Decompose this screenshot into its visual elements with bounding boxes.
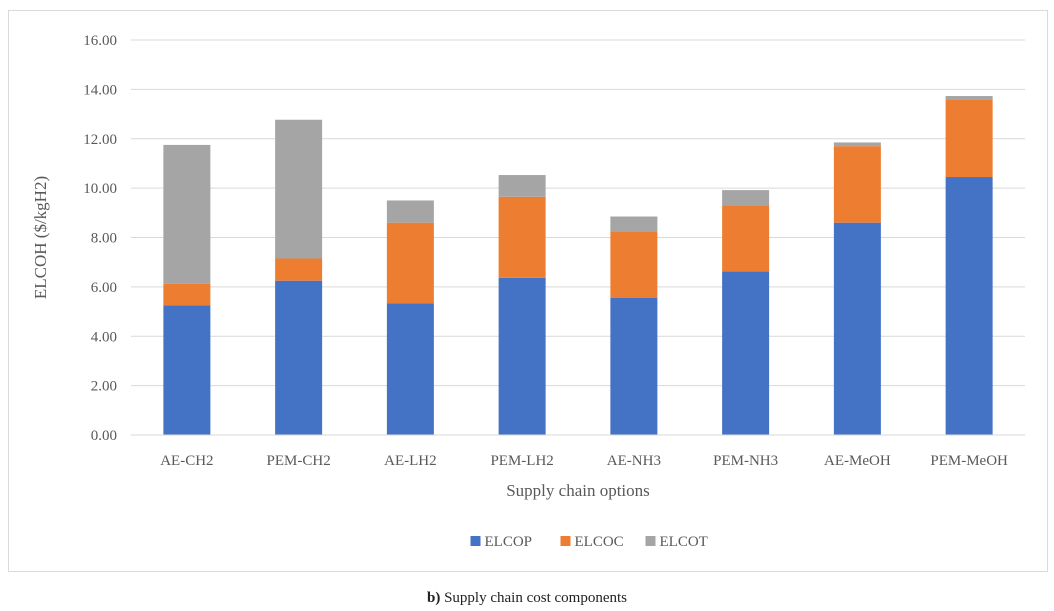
bar-elcoc-ae-nh3 — [610, 231, 658, 298]
caption-text: Supply chain cost components — [440, 590, 627, 606]
bar-elcoc-pem-nh3 — [722, 205, 770, 272]
bar-elcoc-pem-ch2 — [275, 258, 323, 281]
y-axis-title: ELCOH ($/kgH2) — [31, 176, 50, 299]
legend-label-elcop: ELCOP — [485, 534, 533, 550]
bar-elcop-pem-nh3 — [722, 271, 770, 435]
x-tick-label: AE-LH2 — [384, 453, 437, 469]
legend-label-elcot: ELCOT — [660, 534, 708, 550]
y-tick-label: 0.00 — [91, 428, 117, 444]
y-tick-label: 2.00 — [91, 379, 117, 395]
bar-elcot-pem-lh2 — [498, 175, 546, 197]
chart-frame: 0.00 2.00 4.00 6.00 8.00 10.00 12.00 14.00 16.00… — [8, 10, 1048, 572]
caption-label: b) — [427, 590, 441, 606]
bar-elcop-ae-nh3 — [610, 297, 658, 435]
legend-label-elcoc: ELCOC — [575, 534, 624, 550]
bar-elcot-pem-nh3 — [722, 190, 770, 206]
bar-elcop-pem-lh2 — [498, 277, 546, 435]
bar-elcop-ae-meoh — [833, 222, 881, 435]
legend-swatch-elcoc — [560, 536, 571, 546]
y-tick-label: 8.00 — [91, 231, 117, 247]
x-tick-label: PEM-CH2 — [267, 453, 331, 469]
bar-elcoc-ae-lh2 — [386, 222, 434, 304]
x-tick-label: PEM-LH2 — [490, 453, 553, 469]
y-tick-label: 10.00 — [83, 181, 117, 197]
legend: ELCOP ELCOC ELCOT — [470, 534, 708, 550]
x-axis-title: Supply chain options — [506, 481, 650, 500]
bar-elcot-ae-ch2 — [163, 144, 211, 284]
bar-elcoc-pem-meoh — [945, 99, 993, 178]
y-tick-label: 4.00 — [91, 329, 117, 345]
stacked-bar-chart: 0.00 2.00 4.00 6.00 8.00 10.00 12.00 14.00 16.00… — [31, 33, 1025, 550]
y-axis-ticks: 0.00 2.00 4.00 6.00 8.00 10.00 12.00 14.00 16.00 — [83, 33, 117, 444]
legend-swatch-elcot — [645, 536, 656, 546]
bar-elcoc-ae-ch2 — [163, 283, 211, 306]
x-tick-label: AE-MeOH — [824, 453, 891, 469]
bar-elcoc-pem-lh2 — [498, 196, 546, 278]
y-tick-label: 16.00 — [83, 33, 117, 49]
bar-elcoc-ae-meoh — [833, 146, 881, 223]
bar-elcop-pem-meoh — [945, 177, 993, 435]
legend-swatch-elcop — [470, 536, 481, 546]
y-tick-label: 12.00 — [83, 132, 117, 148]
x-tick-label: AE-NH3 — [607, 453, 661, 469]
y-tick-label: 6.00 — [91, 280, 117, 296]
bar-elcot-ae-meoh — [833, 142, 881, 147]
bar-elcop-ae-lh2 — [386, 303, 434, 435]
bar-elcot-ae-nh3 — [610, 216, 658, 232]
bars — [163, 96, 993, 435]
bar-elcot-pem-meoh — [945, 96, 993, 100]
bar-elcot-pem-ch2 — [275, 119, 323, 259]
bar-elcot-ae-lh2 — [386, 200, 434, 223]
x-axis-ticks: AE-CH2 PEM-CH2 AE-LH2 PEM-LH2 AE-NH3 PEM-NH3 A… — [160, 453, 1008, 469]
figure-caption: b) Supply chain cost components — [0, 590, 1054, 607]
y-tick-label: 14.00 — [83, 82, 117, 98]
bar-elcop-ae-ch2 — [163, 305, 211, 435]
grid-lines — [131, 39, 1025, 387]
x-tick-label: AE-CH2 — [160, 453, 213, 469]
x-tick-label: PEM-MeOH — [930, 453, 1008, 469]
bar-elcop-pem-ch2 — [275, 280, 323, 435]
x-tick-label: PEM-NH3 — [713, 453, 778, 469]
